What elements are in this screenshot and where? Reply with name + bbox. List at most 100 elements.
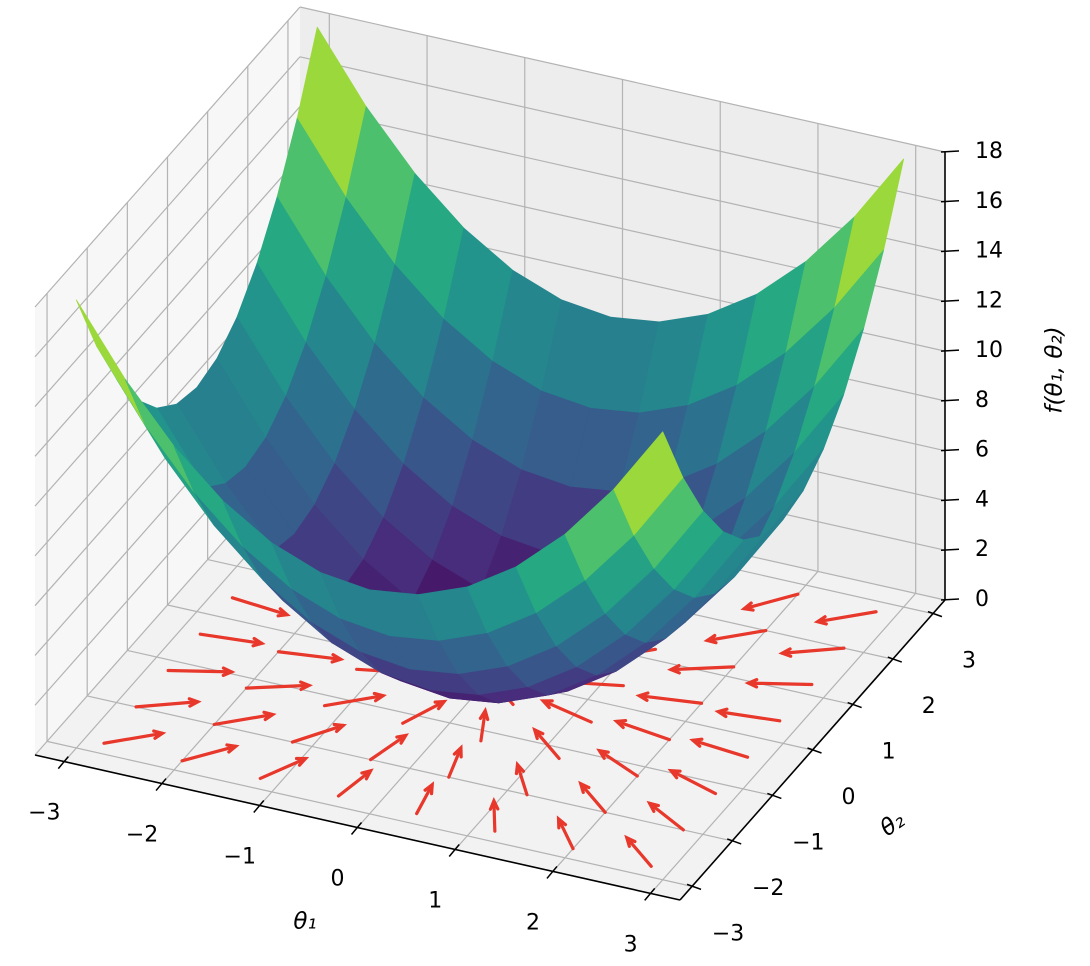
quiver-arrow [336, 768, 374, 798]
quiver-arrow [667, 663, 736, 675]
x-tick-label: 0 [331, 867, 345, 892]
x-axis [34, 754, 681, 901]
quiver-arrow [102, 729, 167, 745]
grid-line [34, 6, 301, 308]
quiver-arrow [714, 707, 782, 723]
y-tick-label: −2 [752, 876, 784, 901]
quiver-arrow [415, 781, 435, 816]
quiver-arrow [778, 646, 846, 658]
x-tick [546, 865, 558, 879]
quiver-arrow [744, 678, 814, 689]
y-tick [887, 656, 903, 663]
x-axis-label: θ₁ [293, 909, 316, 935]
x-tick-label: 1 [428, 888, 442, 913]
quiver-arrow [401, 699, 448, 725]
y-tick [927, 610, 943, 618]
grid-line [127, 649, 773, 797]
quiver-arrow [646, 800, 685, 832]
grid-line [299, 6, 946, 153]
x-tick-label: −1 [224, 845, 256, 870]
quiver-arrow [514, 760, 529, 797]
y-tick [847, 701, 862, 709]
z-tick-label: 8 [975, 388, 989, 413]
z-tick-label: 10 [975, 338, 1003, 363]
grid-line [34, 106, 301, 407]
x-tick [155, 778, 167, 792]
z-axis-label: f(θ₁, θ₂) [1042, 326, 1068, 413]
z-tick-label: 16 [975, 189, 1003, 214]
x-tick [448, 843, 460, 857]
x-tick-label: −3 [28, 801, 60, 826]
quiver-arrow [667, 768, 718, 796]
grid-line [87, 695, 733, 842]
quiver-arrow [556, 815, 575, 851]
grid-line [34, 205, 301, 507]
z-tick [940, 200, 960, 203]
z-tick-label: 2 [975, 537, 989, 562]
z-tick [940, 150, 960, 153]
quiver-arrow [166, 666, 236, 677]
x-tick-label: 3 [624, 932, 638, 957]
y-tick-label: −3 [712, 921, 744, 946]
quiver-arrow [322, 691, 387, 708]
z-tick [940, 548, 960, 551]
y-tick-label: 2 [922, 694, 936, 719]
quiver-arrow [703, 628, 768, 645]
y-tick-label: −1 [792, 830, 824, 855]
y-tick [686, 883, 702, 891]
quiver-arrow [258, 756, 310, 781]
y-tick-label: 1 [882, 740, 896, 765]
x-tick [57, 756, 69, 770]
z-tick-label: 18 [975, 139, 1003, 164]
y-tick-label: 3 [962, 649, 976, 674]
x-tick [253, 800, 265, 814]
quiver-arrow [624, 834, 653, 868]
z-tick [940, 598, 960, 601]
quiver-arrow [212, 710, 277, 727]
y-tick [726, 838, 742, 845]
x-tick [350, 822, 363, 835]
z-tick [940, 448, 960, 452]
y-axis [679, 599, 946, 901]
x-tick-label: −2 [126, 823, 158, 848]
z-tick-label: 4 [975, 487, 989, 512]
z-tick-label: 6 [975, 438, 989, 463]
quiver-arrow [276, 650, 345, 664]
quiver-arrow [478, 706, 490, 743]
z-tick-label: 12 [975, 288, 1003, 313]
x-tick [644, 887, 656, 901]
z-tick [940, 349, 960, 352]
quiver-arrow [612, 718, 671, 742]
y-tick [767, 792, 782, 800]
grid-line [299, 56, 946, 203]
quiver-arrow [134, 697, 202, 709]
quiver-arrow [813, 610, 878, 626]
z-tick [940, 498, 960, 502]
y-tick [807, 747, 822, 754]
y-axis-label: θ₂ [876, 807, 910, 842]
quiver-arrow [198, 632, 266, 648]
surface-face [613, 431, 684, 536]
quiver-arrow [369, 733, 409, 762]
x-tick-label: 2 [526, 910, 540, 935]
quiver-arrow [230, 596, 291, 618]
grid-line [46, 740, 693, 887]
quiver-arrow [578, 780, 607, 814]
quiver-arrow [635, 691, 704, 705]
quiver-arrow [290, 722, 347, 744]
quiver-arrow [488, 796, 500, 833]
grid-line [34, 155, 301, 457]
quiver-arrow [180, 743, 240, 763]
quiver-arrow [447, 744, 463, 779]
quiver-arrow [244, 680, 313, 692]
surface [75, 26, 905, 704]
quiver-arrow [596, 748, 639, 778]
grid-line [299, 105, 946, 253]
z-tick-label: 14 [975, 239, 1003, 264]
quiver-arrow [740, 592, 800, 612]
quiver-arrow [539, 699, 593, 724]
y-tick-label: 0 [842, 785, 856, 810]
quiver-arrow [689, 737, 750, 759]
